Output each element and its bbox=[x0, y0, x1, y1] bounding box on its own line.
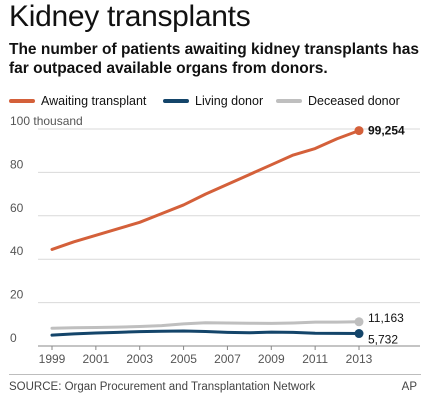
legend-label-living: Living donor bbox=[195, 94, 264, 108]
x-tick-label: 2005 bbox=[170, 352, 197, 366]
x-tick-label: 2011 bbox=[302, 352, 328, 366]
chart-title: Kidney transplants bbox=[9, 0, 251, 33]
legend-swatch-living bbox=[163, 99, 189, 103]
legend-item-living: Living donor bbox=[163, 94, 263, 108]
y-tick-label: 0 bbox=[10, 331, 17, 345]
x-tick-label: 2007 bbox=[214, 352, 241, 366]
x-tick-label: 1999 bbox=[39, 352, 66, 366]
legend: Awaiting transplant Living donor Decease… bbox=[9, 94, 421, 110]
legend-label-awaiting: Awaiting transplant bbox=[41, 94, 147, 108]
chart-subtitle: The number of patients awaiting kidney t… bbox=[9, 41, 419, 77]
series-end-point bbox=[354, 317, 364, 327]
legend-swatch-awaiting bbox=[9, 99, 35, 103]
source-divider bbox=[9, 374, 421, 375]
series-end-label: 11,163 bbox=[368, 311, 404, 325]
credit: AP bbox=[401, 381, 417, 393]
legend-label-deceased: Deceased donor bbox=[308, 94, 400, 108]
series-line-awaiting-transplant bbox=[50, 129, 361, 251]
legend-swatch-deceased bbox=[276, 99, 302, 103]
y-tick-label: 60 bbox=[10, 201, 24, 215]
y-tick-label: 100 thousand bbox=[10, 114, 83, 128]
legend-item-deceased: Deceased donor bbox=[276, 94, 400, 108]
x-tick-label: 2003 bbox=[126, 352, 153, 366]
x-tick-label: 2001 bbox=[83, 352, 110, 366]
x-tick-label: 2009 bbox=[258, 352, 285, 366]
series-line-living-donor bbox=[50, 329, 361, 337]
source-note: SOURCE: Organ Procurement and Transplant… bbox=[9, 381, 316, 393]
y-tick-label: 80 bbox=[10, 157, 24, 171]
x-tick-label: 2013 bbox=[346, 352, 373, 366]
series-end-label: 5,732 bbox=[368, 333, 398, 347]
series-end-point bbox=[354, 329, 364, 339]
legend-item-awaiting: Awaiting transplant bbox=[9, 94, 146, 108]
y-tick-label: 40 bbox=[10, 244, 24, 258]
series-end-label: 99,254 bbox=[368, 124, 405, 138]
series-end-point bbox=[354, 126, 364, 136]
series-line-deceased-donor bbox=[50, 320, 361, 330]
y-tick-label: 20 bbox=[10, 288, 24, 302]
